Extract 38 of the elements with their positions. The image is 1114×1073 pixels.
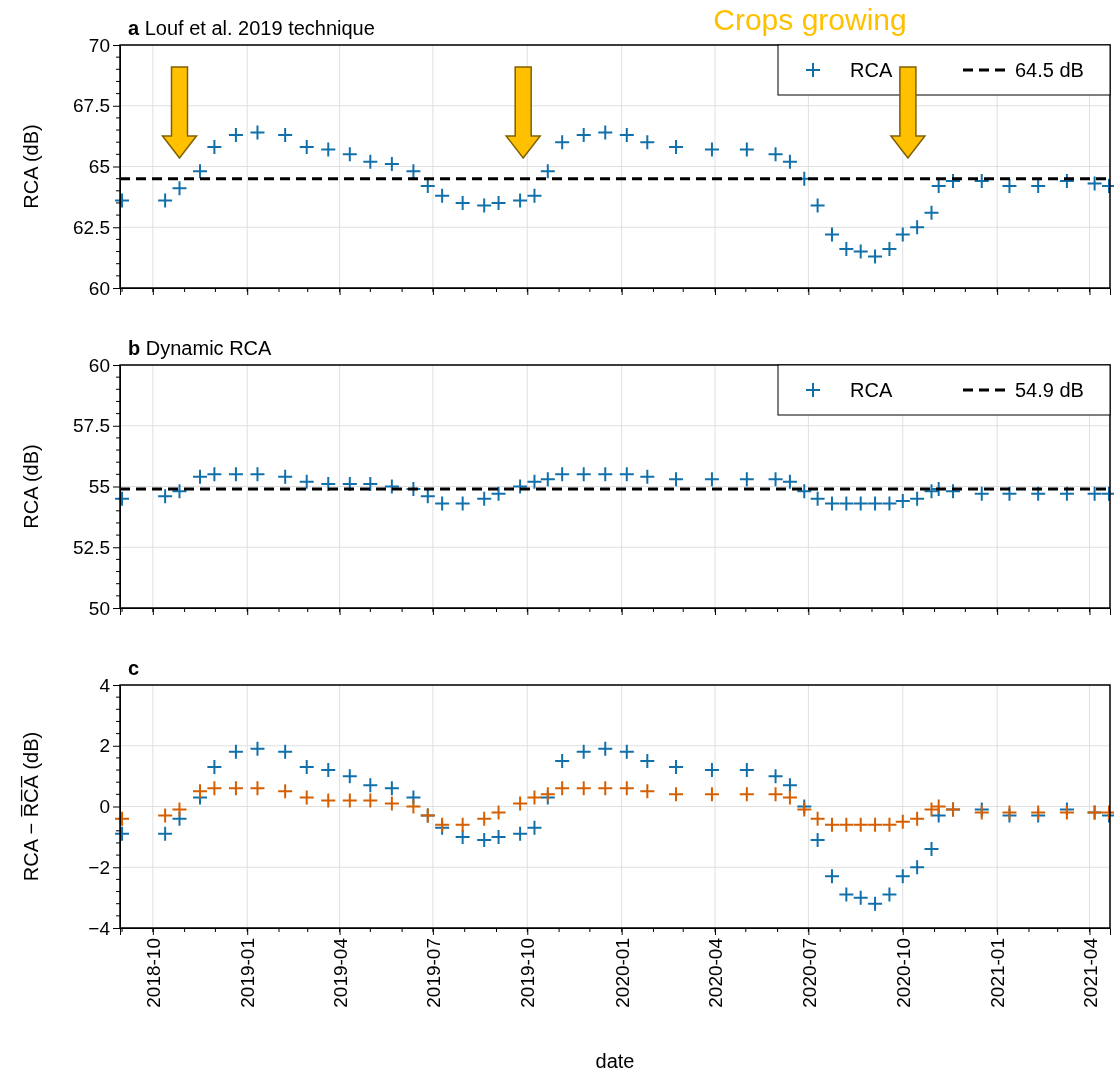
x-tick-label: 2021-04 <box>1079 937 1101 1008</box>
y-tick-label: −2 <box>88 856 110 878</box>
y-tick-label: 60 <box>88 277 110 299</box>
y-tick-label: 65 <box>88 156 110 178</box>
y-axis-title: RCA − R̅C̅A̅ (dB) <box>20 731 42 882</box>
legend-label: 64.5 dB <box>1015 59 1084 81</box>
x-tick-label: 2019-07 <box>423 938 445 1008</box>
y-tick-label: 52.5 <box>73 536 110 558</box>
y-tick-label: 60 <box>88 354 110 376</box>
y-tick-label: −4 <box>88 917 111 939</box>
x-tick-label: 2019-10 <box>517 938 539 1008</box>
x-tick-label: 2020-07 <box>798 938 820 1008</box>
text: Crops growing <box>713 3 907 36</box>
x-tick-label: 2020-04 <box>705 937 727 1008</box>
legend-label: RCA <box>850 379 893 401</box>
y-tick-label: 67.5 <box>73 95 110 117</box>
y-tick-label: 70 <box>88 34 110 56</box>
x-tick-label: 2018-10 <box>142 938 164 1008</box>
chart-title: a Louf et al. 2019 technique <box>128 17 375 39</box>
y-tick-label: 4 <box>99 674 111 696</box>
x-tick-label: 2020-01 <box>611 938 633 1008</box>
y-tick-label: 50 <box>88 597 110 619</box>
y-tick-label: 55 <box>88 476 110 498</box>
x-tick-label: 2020-10 <box>892 938 914 1008</box>
x-tick-label: 2019-04 <box>329 937 351 1008</box>
y-tick-label: 0 <box>99 796 110 818</box>
y-tick-label: 62.5 <box>73 216 110 238</box>
chart-title: c <box>128 657 140 679</box>
x-tick-label: 2019-01 <box>237 938 259 1008</box>
x-axis-title: date <box>595 1050 635 1072</box>
x-tick-label: 2021-01 <box>987 938 1009 1008</box>
legend-label: 54.9 dB <box>1015 379 1084 401</box>
y-axis-title: RCA (dB) <box>20 124 42 209</box>
y-tick-label: 2 <box>99 735 110 757</box>
chart-title: b Dynamic RCA <box>128 337 273 359</box>
legend-label: RCA <box>850 59 893 81</box>
y-tick-label: 57.5 <box>73 415 110 437</box>
y-axis-title: RCA (dB) <box>20 444 42 529</box>
